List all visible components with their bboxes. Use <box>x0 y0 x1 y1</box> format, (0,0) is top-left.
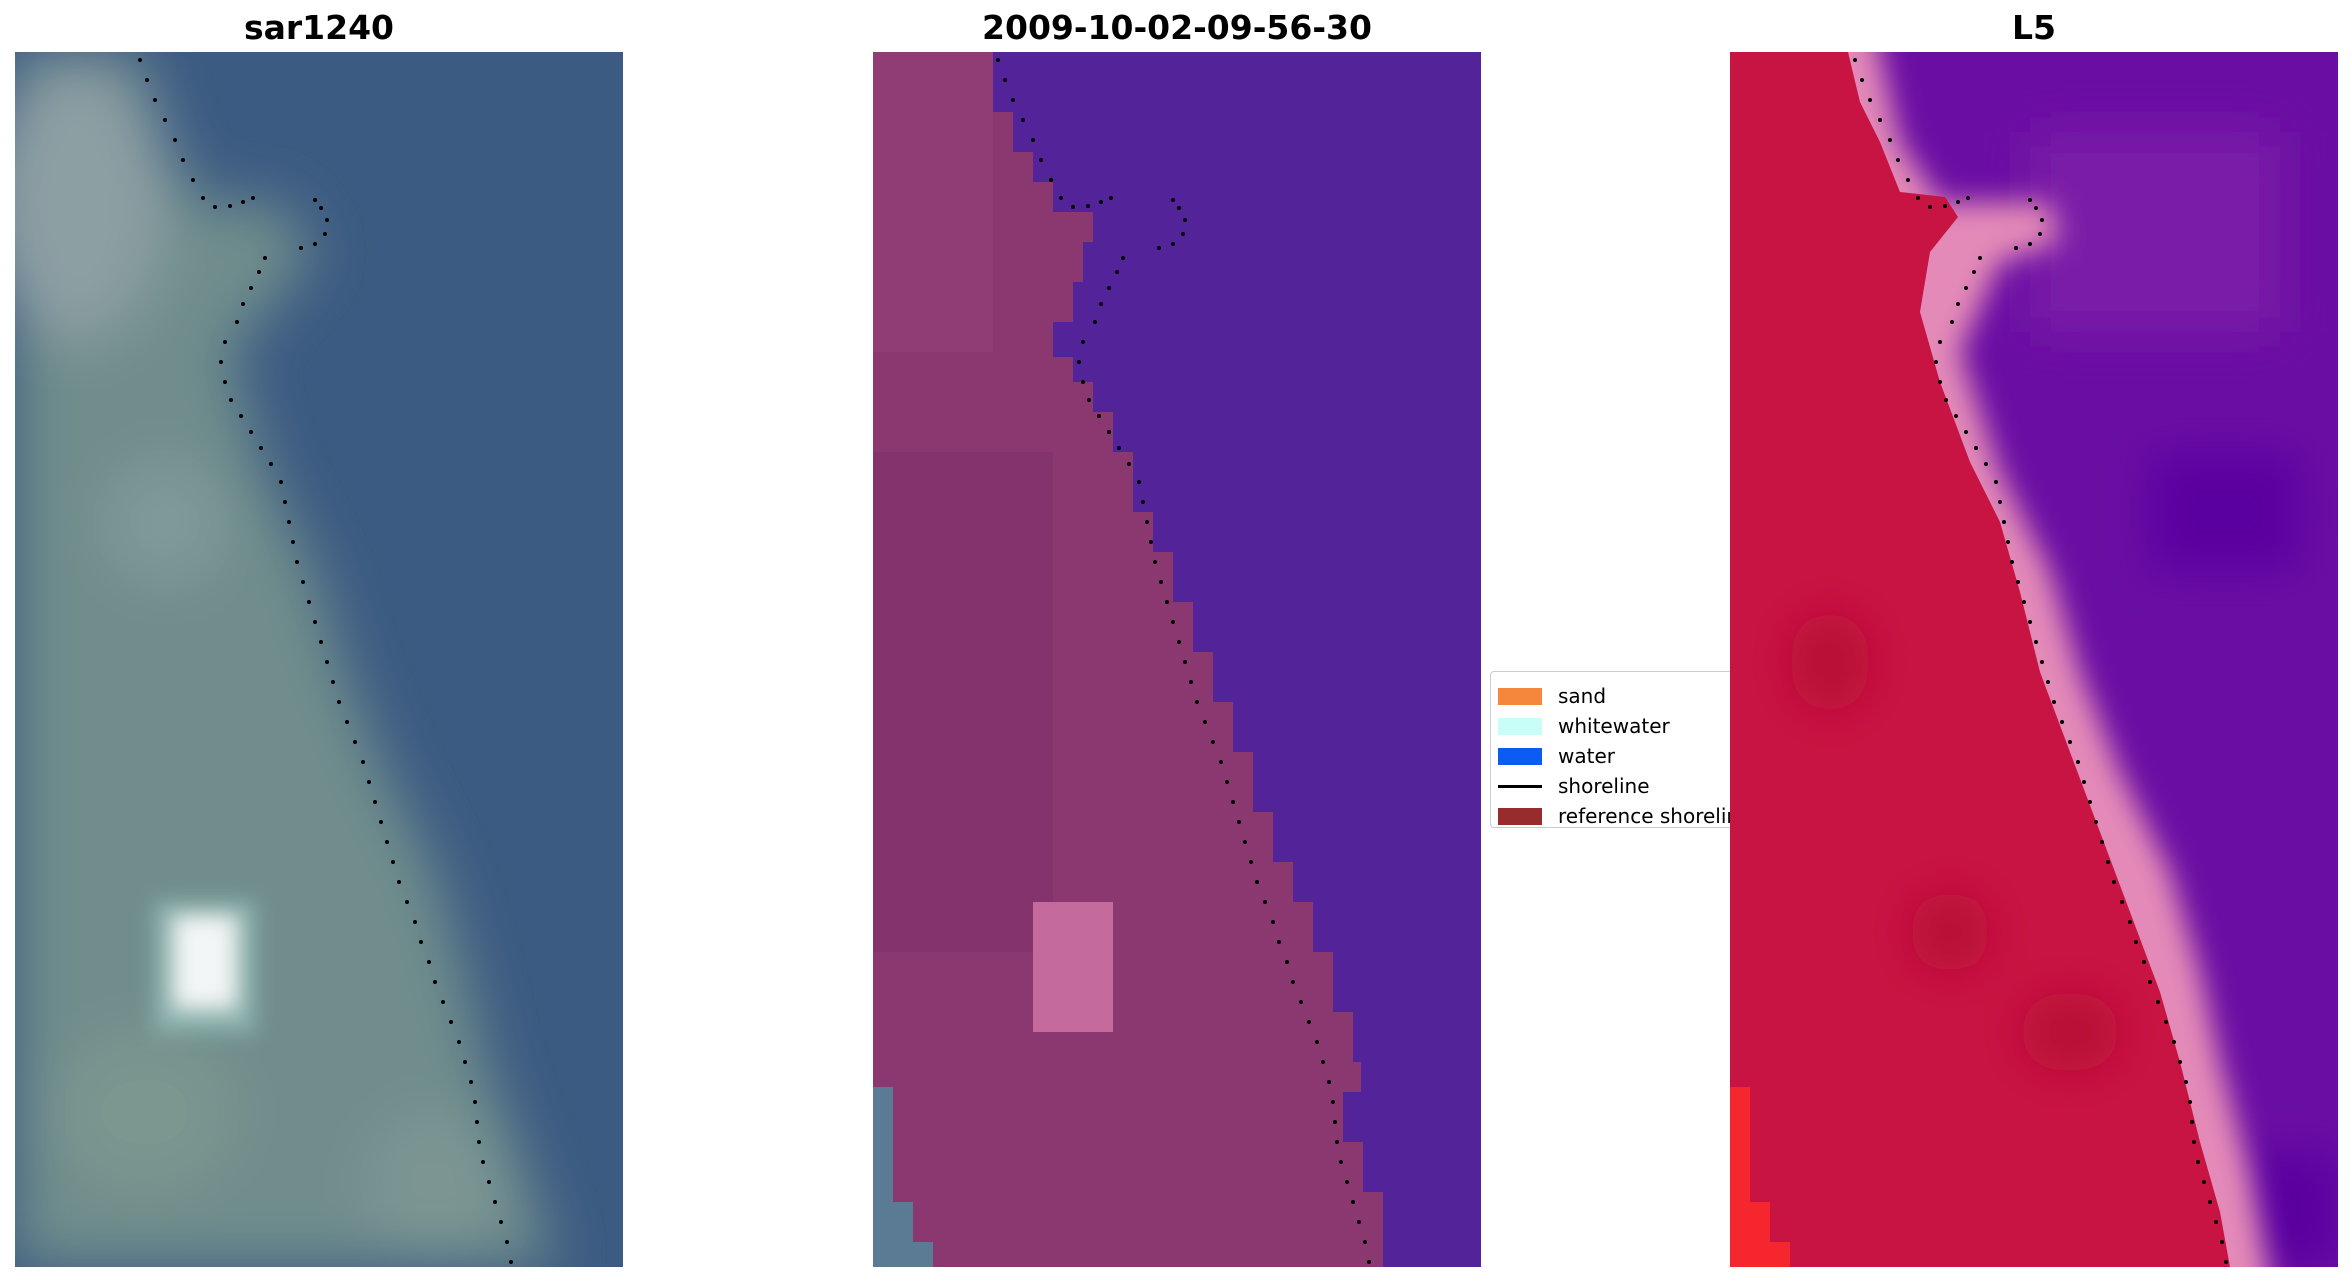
legend-swatch-sand <box>1498 687 1542 705</box>
legend-swatch-reference-shoreline <box>1498 807 1542 825</box>
land-index-core <box>1730 52 2230 1267</box>
land-area <box>15 52 555 1267</box>
water-index-variation <box>2030 132 2338 1267</box>
legend-label: whitewater <box>1558 714 1670 738</box>
legend-label: water <box>1558 744 1615 768</box>
rgb-image-canvas <box>15 52 623 1267</box>
legend-line-shoreline <box>1498 784 1542 788</box>
image-panel-rgb[interactable] <box>15 52 623 1267</box>
legend-item-shoreline: shoreline <box>1498 772 1650 800</box>
dark-land-patch <box>873 452 1053 952</box>
legend-item-sand: sand <box>1498 682 1606 710</box>
legend-swatch-whitewater <box>1498 717 1542 735</box>
bright-pixel-cluster <box>1033 902 1113 1032</box>
index-image-canvas <box>1730 52 2338 1267</box>
legend-item-whitewater: whitewater <box>1498 712 1670 740</box>
legend: sand whitewater water shoreline referenc… <box>1490 671 1752 828</box>
bright-red-corner <box>1730 1087 1790 1267</box>
image-panel-index[interactable] <box>1730 52 2338 1267</box>
panel-title-right: L5 <box>2012 8 2056 47</box>
legend-item-water: water <box>1498 742 1615 770</box>
blue-corner-patch <box>873 1087 933 1267</box>
image-panel-classified[interactable] <box>873 52 1481 1267</box>
legend-item-reference-shoreline: reference shoreline <box>1498 802 1752 828</box>
panel-title-left: sar1240 <box>243 8 395 47</box>
shoreline-dots <box>1853 58 2228 1264</box>
legend-label: shoreline <box>1558 774 1650 798</box>
shoreline-dots <box>138 58 513 1264</box>
land-class-area <box>873 52 1383 1267</box>
legend-label: sand <box>1558 684 1607 708</box>
legend-label: reference shoreline <box>1558 804 1752 828</box>
land-index-variation <box>1790 612 2120 1072</box>
bright-building <box>155 902 255 1032</box>
classified-image-canvas <box>873 52 1481 1267</box>
light-land-patch <box>873 52 993 352</box>
panel-title-middle: 2009-10-02-09-56-30 <box>982 8 1372 47</box>
legend-swatch-water <box>1498 747 1542 765</box>
shoreline-dots <box>996 58 1371 1264</box>
